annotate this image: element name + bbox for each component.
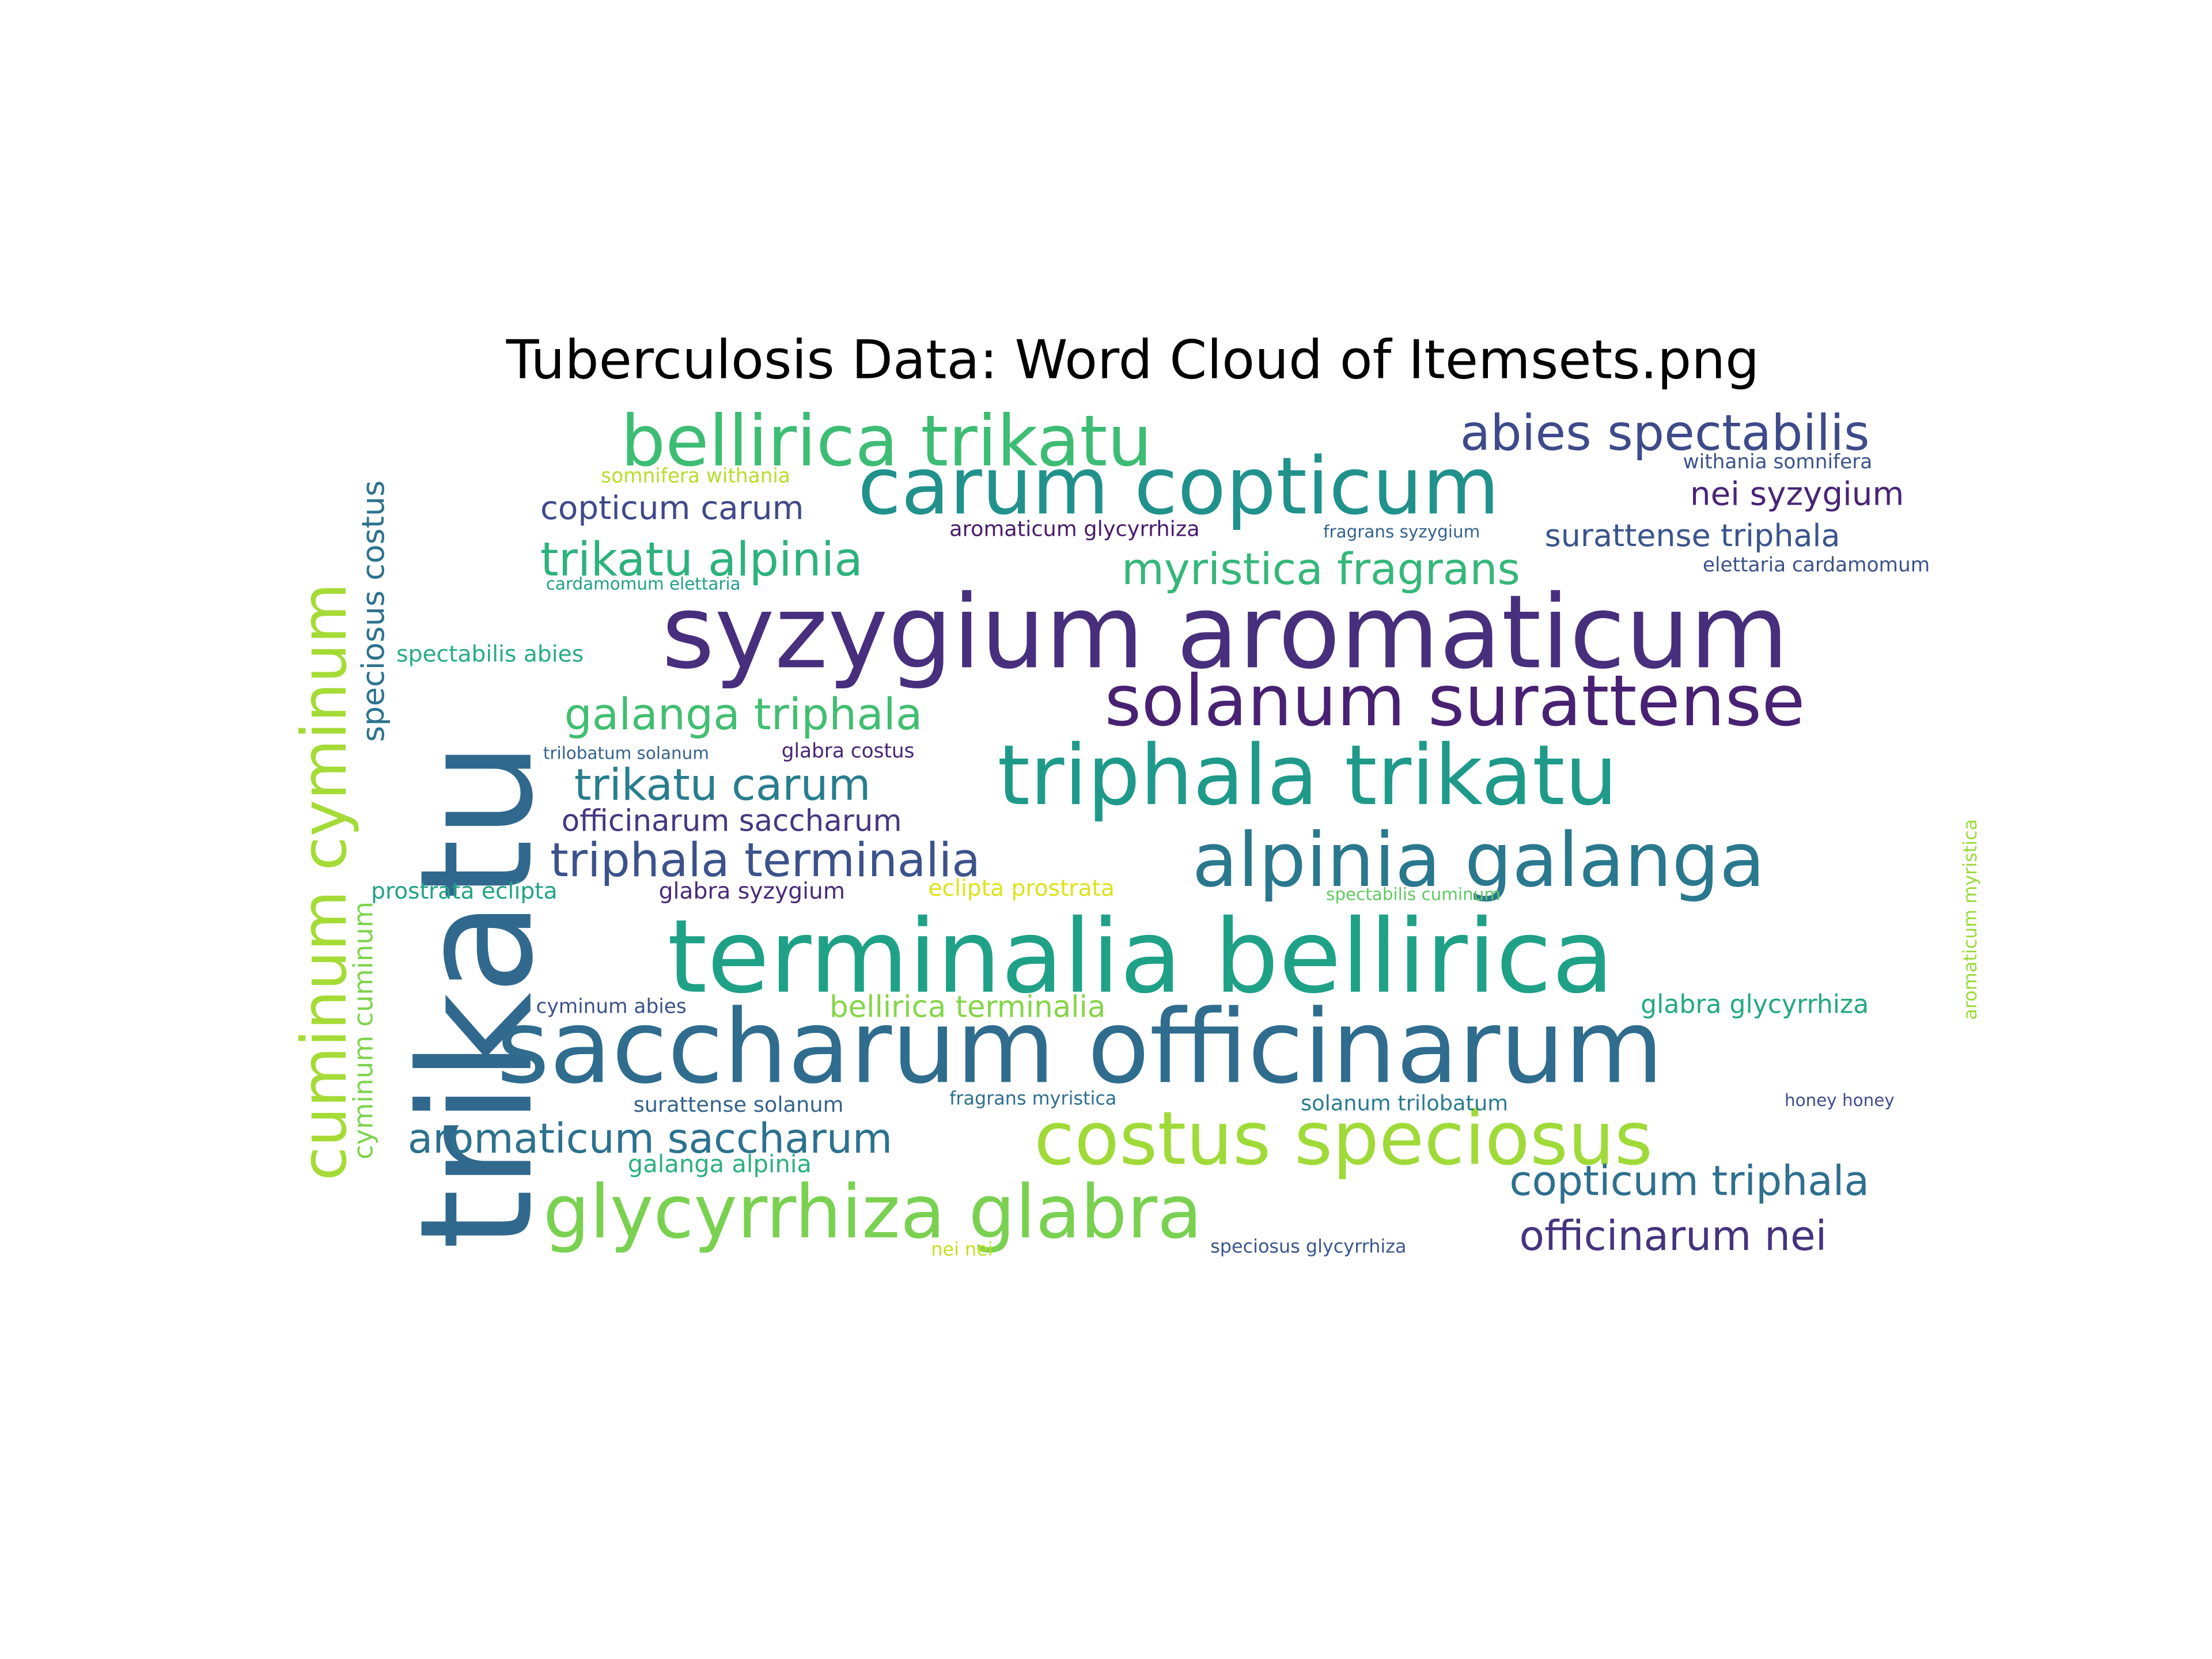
word-spectabilis-abies: spectabilis abies (396, 640, 584, 668)
word-abies-spectabilis: abies spectabilis (1460, 406, 1870, 463)
word-surattense-triphala: surattense triphala (1544, 519, 1840, 555)
word-elettaria-cardamomum: elettaria cardamomum (1702, 554, 1930, 577)
word-terminalia-bellirica: terminalia bellirica (667, 897, 1614, 1016)
word-glabra-costus: glabra costus (781, 740, 915, 763)
word-triphala-terminalia: triphala terminalia (550, 832, 980, 888)
word-solanum-surattense: solanum surattense (1104, 660, 1805, 743)
word-fragrans-myristica: fragrans myristica (949, 1089, 1117, 1111)
word-aromaticum-saccharum: aromaticum saccharum (407, 1114, 893, 1162)
word-officinarum-nei: officinarum nei (1519, 1211, 1827, 1260)
word-myristica-fragrans: myristica fragrans (1121, 544, 1521, 596)
word-eclipta-prostrata: eclipta prostrata (928, 874, 1115, 902)
word-carum-copticum: carum copticum (857, 441, 1500, 533)
word-nei-nei: nei nei (931, 1240, 993, 1262)
word-saccharum-officinarum: saccharum officinarum (497, 987, 1664, 1106)
word-fragrans-syzygium: fragrans syzygium (1323, 522, 1480, 542)
word-glycyrrhiza-glabra: glycyrrhiza glabra (543, 1171, 1202, 1256)
word-bellirica-terminalia: bellirica terminalia (830, 990, 1106, 1024)
word-trikatu-alpinia: trikatu alpinia (540, 532, 863, 587)
word-aromaticum-glycyrrhiza: aromaticum glycyrrhiza (949, 516, 1200, 542)
word-galanga-triphala: galanga triphala (564, 690, 923, 741)
word-cuminum-cyminum: cuminum cyminum (289, 583, 361, 1181)
word-triphala-trikatu: triphala trikatu (997, 726, 1618, 824)
word-speciosus-glycyrrhiza: speciosus glycyrrhiza (1210, 1237, 1407, 1259)
word-syzygium-aromaticum: syzygium aromaticum (661, 573, 1789, 691)
word-bellirica-trikatu: bellirica trikatu (620, 400, 1153, 483)
word-withania-somnifera: withania somnifera (1683, 451, 1873, 474)
word-cardamomum-elettaria: cardamomum elettaria (546, 574, 741, 594)
word-copticum-carum: copticum carum (540, 491, 804, 528)
word-costus-speciosus: costus speciosus (1034, 1097, 1653, 1183)
word-nei-syzygium: nei syzygium (1690, 476, 1904, 514)
word-spectabilis-cuminum: spectabilis cuminum (1326, 884, 1501, 904)
word-trikatu-carum: trikatu carum (574, 760, 871, 812)
word-solanum-trilobatum: solanum trilobatum (1300, 1090, 1509, 1116)
word-glabra-glycyrrhiza: glabra glycyrrhiza (1641, 990, 1869, 1020)
word-somnifera-withania: somnifera withania (601, 465, 790, 488)
word-surattense-solanum: surattense solanum (633, 1092, 844, 1118)
word-cloud: trikatu syzygium aromaticum saccharum of… (289, 400, 1982, 1260)
word-speciosus-costus: speciosus costus (357, 480, 392, 743)
word-alpinia-galanga: alpinia galanga (1192, 818, 1766, 904)
word-galanga-alpinia: galanga alpinia (627, 1151, 812, 1180)
word-cyminum-cuminum: cyminum cuminum (348, 901, 380, 1160)
word-officinarum-saccharum: officinarum saccharum (561, 804, 902, 838)
figure-title: Tuberculosis Data: Word Cloud of Itemset… (506, 328, 1760, 391)
word-glabra-syzygium: glabra syzygium (658, 877, 846, 904)
word-cyminum-abies: cyminum abies (536, 995, 687, 1019)
word-honey-honey: honey honey (1784, 1090, 1895, 1111)
word-trilobatum-solanum: trilobatum solanum (543, 743, 709, 763)
word-aromaticum-myristica: aromaticum myristica (1961, 819, 1982, 1020)
word-prostrata-eclipta: prostrata eclipta (371, 877, 558, 904)
word-copticum-triphala: copticum triphala (1509, 1157, 1870, 1205)
